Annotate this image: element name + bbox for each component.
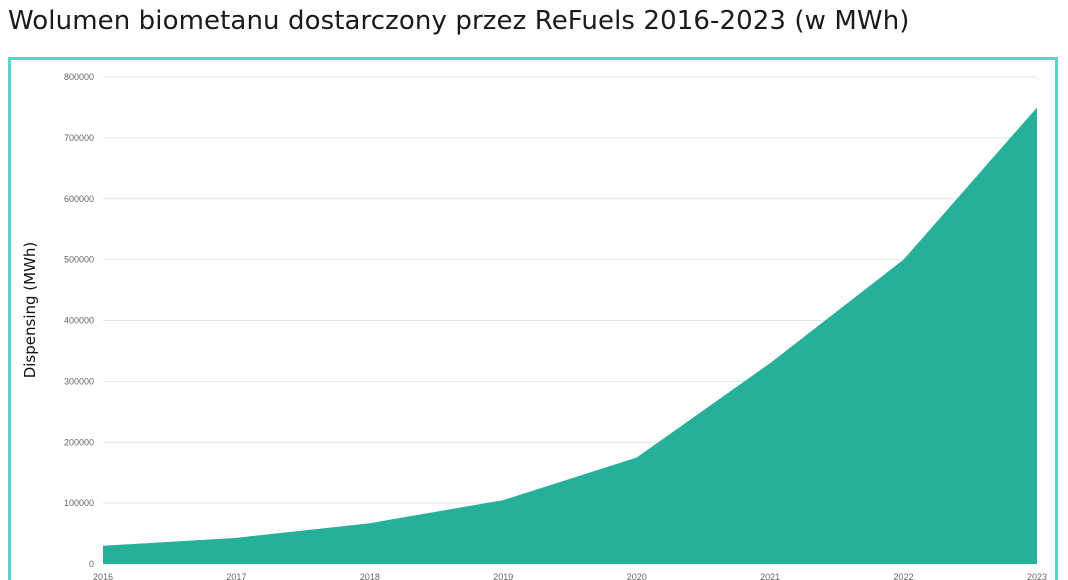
y-tick-label: 200000 <box>64 437 94 447</box>
y-tick-label: 500000 <box>64 255 94 265</box>
x-tick-label: 2019 <box>493 572 513 580</box>
y-axis-label: Dispensing (MWh) <box>21 242 39 379</box>
chart-title: Wolumen biometanu dostarczony przez ReFu… <box>8 6 910 36</box>
x-tick-label: 2016 <box>93 572 113 580</box>
chart-frame <box>8 57 1058 580</box>
y-tick-label: 700000 <box>64 133 94 143</box>
y-tick-label: 100000 <box>64 498 94 508</box>
x-tick-label: 2018 <box>360 572 380 580</box>
x-tick-label: 2020 <box>627 572 647 580</box>
area-series <box>102 107 1038 564</box>
y-tick-label: 800000 <box>64 72 94 82</box>
x-tick-label: 2021 <box>760 572 780 580</box>
area-series-0 <box>103 107 1037 564</box>
y-axis-ticks: 0 100000 200000 300000 400000 500000 600000 700… <box>64 72 94 569</box>
y-tick-label: 600000 <box>64 194 94 204</box>
x-axis-ticks: 2016 2017 2018 2019 2020 2021 2022 2023 <box>93 572 1047 580</box>
y-tick-label: 300000 <box>64 376 94 386</box>
x-tick-label: 2022 <box>894 572 914 580</box>
y-tick-label: 400000 <box>64 316 94 326</box>
x-tick-label: 2023 <box>1027 572 1047 580</box>
x-tick-label: 2017 <box>226 572 246 580</box>
y-tick-label: 0 <box>89 559 94 569</box>
